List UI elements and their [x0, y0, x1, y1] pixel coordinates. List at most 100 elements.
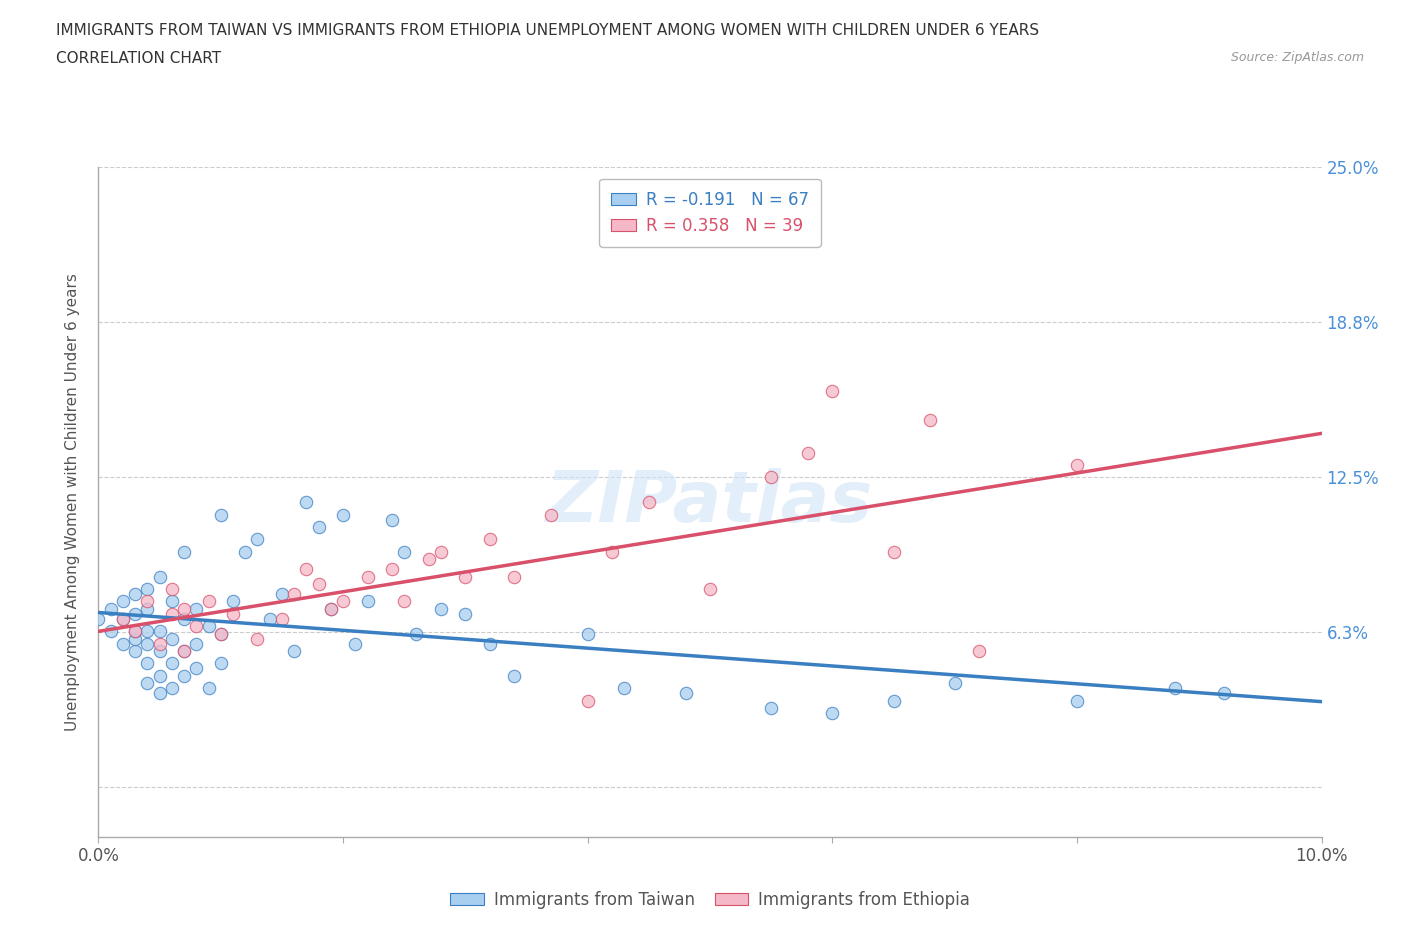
- Point: [149, 644, 172, 658]
- Point: [600, 544, 623, 559]
- Point: [332, 507, 354, 522]
- Point: [392, 544, 416, 559]
- Point: [308, 577, 330, 591]
- Point: [967, 644, 990, 658]
- Point: [100, 624, 122, 639]
- Point: [209, 626, 232, 641]
- Point: [100, 602, 122, 617]
- Point: [149, 669, 172, 684]
- Point: [259, 611, 281, 626]
- Point: [246, 631, 269, 646]
- Point: [160, 681, 183, 696]
- Point: [675, 685, 697, 700]
- Point: [821, 383, 844, 398]
- Point: [540, 507, 562, 522]
- Point: [797, 445, 820, 460]
- Point: [124, 624, 146, 639]
- Point: [233, 544, 256, 559]
- Point: [111, 594, 134, 609]
- Point: [381, 512, 404, 527]
- Point: [454, 606, 477, 621]
- Point: [246, 532, 269, 547]
- Legend: Immigrants from Taiwan, Immigrants from Ethiopia: Immigrants from Taiwan, Immigrants from …: [443, 884, 977, 916]
- Point: [478, 532, 501, 547]
- Point: [136, 636, 159, 651]
- Point: [356, 594, 378, 609]
- Point: [209, 507, 232, 522]
- Point: [124, 631, 146, 646]
- Point: [124, 606, 146, 621]
- Point: [136, 602, 159, 617]
- Point: [173, 602, 195, 617]
- Point: [136, 656, 159, 671]
- Point: [160, 606, 183, 621]
- Point: [160, 656, 183, 671]
- Point: [613, 681, 636, 696]
- Point: [149, 569, 172, 584]
- Point: [637, 495, 661, 510]
- Point: [430, 602, 453, 617]
- Text: IMMIGRANTS FROM TAIWAN VS IMMIGRANTS FROM ETHIOPIA UNEMPLOYMENT AMONG WOMEN WITH: IMMIGRANTS FROM TAIWAN VS IMMIGRANTS FRO…: [56, 23, 1039, 38]
- Point: [111, 636, 134, 651]
- Point: [381, 562, 404, 577]
- Point: [87, 611, 110, 626]
- Point: [111, 611, 134, 626]
- Point: [173, 611, 195, 626]
- Point: [136, 624, 159, 639]
- Point: [759, 470, 782, 485]
- Point: [186, 602, 208, 617]
- Point: [356, 569, 378, 584]
- Point: [295, 495, 318, 510]
- Point: [160, 581, 183, 596]
- Point: [319, 602, 342, 617]
- Point: [197, 594, 219, 609]
- Text: Source: ZipAtlas.com: Source: ZipAtlas.com: [1230, 51, 1364, 64]
- Point: [430, 544, 453, 559]
- Point: [821, 706, 844, 721]
- Point: [149, 636, 172, 651]
- Point: [160, 594, 183, 609]
- Text: CORRELATION CHART: CORRELATION CHART: [56, 51, 221, 66]
- Point: [454, 569, 477, 584]
- Point: [173, 644, 195, 658]
- Point: [149, 685, 172, 700]
- Point: [405, 626, 427, 641]
- Point: [332, 594, 354, 609]
- Point: [295, 562, 318, 577]
- Point: [136, 594, 159, 609]
- Point: [319, 602, 342, 617]
- Point: [283, 644, 305, 658]
- Point: [186, 661, 208, 676]
- Point: [136, 676, 159, 691]
- Point: [197, 618, 219, 633]
- Point: [576, 693, 599, 708]
- Point: [149, 624, 172, 639]
- Point: [883, 544, 905, 559]
- Point: [920, 413, 942, 428]
- Point: [111, 611, 134, 626]
- Point: [418, 551, 440, 566]
- Point: [270, 611, 292, 626]
- Point: [392, 594, 416, 609]
- Point: [173, 544, 195, 559]
- Point: [883, 693, 905, 708]
- Text: ZIPatlas: ZIPatlas: [547, 468, 873, 537]
- Point: [1066, 458, 1088, 472]
- Point: [124, 587, 146, 602]
- Point: [124, 624, 146, 639]
- Point: [478, 636, 501, 651]
- Point: [503, 569, 526, 584]
- Point: [186, 636, 208, 651]
- Point: [1164, 681, 1187, 696]
- Point: [222, 594, 245, 609]
- Point: [759, 700, 782, 715]
- Point: [270, 587, 292, 602]
- Point: [173, 644, 195, 658]
- Point: [1212, 685, 1234, 700]
- Point: [160, 631, 183, 646]
- Point: [576, 626, 599, 641]
- Point: [136, 581, 159, 596]
- Point: [209, 656, 232, 671]
- Point: [503, 669, 526, 684]
- Point: [222, 606, 245, 621]
